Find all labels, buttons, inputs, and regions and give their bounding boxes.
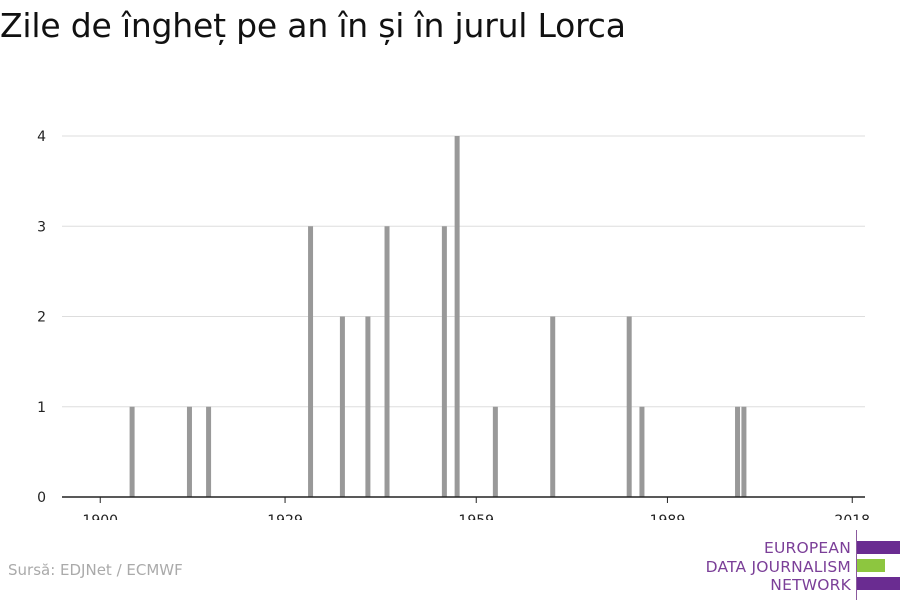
y-tick-label: 0 xyxy=(37,490,46,506)
bar xyxy=(639,406,645,497)
logo-bar-green xyxy=(857,559,885,572)
bar xyxy=(129,406,135,497)
bar xyxy=(550,316,556,497)
y-tick-label: 3 xyxy=(37,219,46,235)
x-tick-label: 2018 xyxy=(834,513,870,520)
bar xyxy=(186,406,192,497)
bar xyxy=(454,136,460,497)
bar xyxy=(735,406,741,497)
bar xyxy=(339,316,345,497)
logo-divider xyxy=(856,530,857,600)
bar xyxy=(741,406,747,497)
logo-bar-purple-bottom xyxy=(857,577,900,590)
bar-chart: 1900 1929 1959 1989 2018 0 1 2 3 4 xyxy=(37,129,870,520)
bar xyxy=(308,226,314,497)
logo-bar-purple-top xyxy=(857,541,900,554)
gridlines xyxy=(62,135,865,408)
bar xyxy=(492,406,498,497)
bar xyxy=(441,226,447,497)
bars xyxy=(129,136,747,497)
x-tick-label: 1959 xyxy=(458,513,494,520)
x-tick-label: 1929 xyxy=(267,513,303,520)
y-axis: 0 1 2 3 4 xyxy=(37,129,46,506)
x-tick-label: 1989 xyxy=(650,513,686,520)
y-tick-label: 1 xyxy=(37,400,46,416)
logo-line-network: NETWORK xyxy=(770,576,851,594)
chart-title: Zile de îngheț pe an în și în jurul Lorc… xyxy=(0,6,626,45)
y-tick-label: 4 xyxy=(37,129,46,145)
logo-line-european: EUROPEAN xyxy=(763,539,851,557)
bar xyxy=(384,226,390,497)
source-note: Sursă: EDJNet / ECMWF xyxy=(8,561,183,579)
logo-line-data-journalism: DATA JOURNALISM xyxy=(705,558,851,576)
bar xyxy=(206,406,212,497)
edjnet-logo: EUROPEAN DATA JOURNALISM NETWORK xyxy=(700,530,900,600)
x-axis: 1900 1929 1959 1989 2018 xyxy=(62,496,870,520)
bar xyxy=(365,316,371,497)
bar xyxy=(626,316,632,497)
x-tick-label: 1900 xyxy=(82,513,118,520)
y-tick-label: 2 xyxy=(37,310,46,326)
